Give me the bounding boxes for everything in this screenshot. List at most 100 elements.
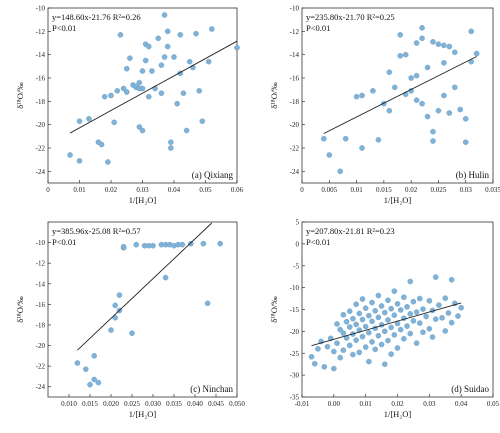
- y-tick-label: -20: [36, 342, 46, 350]
- data-point: [334, 321, 340, 327]
- x-tick-label: 0.01: [350, 186, 363, 194]
- x-tick-label: 0.03: [136, 186, 149, 194]
- data-point: [445, 310, 452, 316]
- data-point: [359, 296, 366, 302]
- panel-label: (d) Suidao: [451, 384, 489, 394]
- regression-equation: y=385.96x-25.08 R²=0.57: [52, 226, 141, 236]
- data-point: [468, 28, 474, 35]
- y-tick-label: 0: [296, 240, 300, 248]
- data-point: [430, 128, 436, 135]
- data-point: [342, 135, 349, 142]
- data-point: [362, 323, 369, 330]
- data-point: [353, 301, 359, 308]
- data-point: [394, 345, 401, 351]
- data-point: [451, 49, 458, 56]
- data-point: [426, 297, 433, 304]
- data-point: [127, 55, 133, 61]
- data-point: [370, 88, 376, 94]
- data-point: [432, 316, 439, 322]
- data-point: [158, 62, 165, 68]
- y-tick-label: -18: [36, 321, 46, 329]
- panel-suidao: -0.01 0.00 0.01 0.02 0.03 0.04 0.05 -35 -30 -25 -2…: [269, 219, 500, 420]
- data-point: [369, 339, 375, 345]
- data-point: [407, 311, 414, 317]
- p-value-label: P<0.01: [52, 237, 76, 247]
- data-point: [161, 54, 168, 60]
- data-point: [408, 75, 414, 81]
- data-point: [359, 92, 365, 99]
- data-point: [375, 332, 382, 339]
- data-point: [397, 32, 404, 38]
- data-point: [446, 110, 453, 116]
- x-tick-label: 0: [46, 186, 50, 194]
- data-point: [356, 310, 363, 317]
- data-point: [404, 304, 410, 310]
- y-tick-label: -10: [36, 239, 46, 247]
- data-point: [419, 100, 425, 107]
- data-point: [91, 353, 97, 359]
- data-point: [407, 330, 414, 337]
- y-tick-label: -16: [290, 75, 300, 83]
- data-point: [331, 348, 337, 355]
- x-tick-label: 0.010: [61, 400, 77, 408]
- data-point: [413, 340, 420, 346]
- data-point: [87, 381, 93, 388]
- data-point: [321, 364, 328, 370]
- data-point: [430, 39, 436, 45]
- data-point: [448, 319, 455, 326]
- data-point: [419, 35, 425, 42]
- data-point: [424, 113, 431, 120]
- data-point: [142, 57, 149, 64]
- x-axis-label: 1/[H₂O]: [384, 195, 412, 205]
- plot-frame: [301, 221, 494, 398]
- y-tick-label: -10: [290, 284, 300, 292]
- data-point: [410, 298, 417, 305]
- x-tick-label: 0.015: [376, 186, 392, 194]
- data-point: [324, 343, 331, 350]
- data-point: [145, 93, 152, 100]
- data-point: [321, 135, 327, 142]
- data-point: [391, 84, 398, 91]
- data-point: [441, 92, 447, 99]
- data-point: [204, 300, 211, 307]
- x-tick-label: 0.05: [199, 186, 212, 194]
- regression-line: [69, 40, 237, 134]
- data-point: [346, 342, 353, 349]
- plot-frame: [47, 221, 238, 398]
- p-value-label: P<0.01: [306, 23, 330, 33]
- data-point: [199, 118, 206, 124]
- data-point: [388, 324, 394, 331]
- p-value-label: P<0.01: [306, 237, 330, 247]
- data-point: [462, 116, 469, 122]
- x-axis-label: 1/[H₂O]: [384, 409, 412, 419]
- data-point: [346, 308, 353, 315]
- data-point: [419, 25, 425, 31]
- data-point: [86, 116, 92, 122]
- data-point: [375, 314, 382, 321]
- y-tick-label: -35: [290, 394, 300, 402]
- data-point: [315, 346, 321, 352]
- y-tick-label: -30: [290, 372, 300, 380]
- y-tick-label: -12: [36, 28, 46, 36]
- data-point: [435, 41, 442, 47]
- y-tick-label: -10: [290, 5, 300, 13]
- panel-hulin: 0 0.005 0.01 0.015 0.02 0.025 0.03 0.035 -24 -22 -…: [269, 5, 500, 206]
- x-tick-label: 0.01: [73, 186, 86, 194]
- data-point: [112, 314, 118, 321]
- x-tick-label: 0.06: [231, 186, 244, 194]
- x-tick-label: 0.02: [391, 400, 404, 408]
- panel-ninchan: 0.010 0.015 0.020 0.025 0.030 0.035 0.040 0.045…: [15, 221, 245, 419]
- data-point: [164, 28, 171, 35]
- data-point: [372, 346, 379, 353]
- data-point: [385, 317, 391, 323]
- data-point: [359, 145, 365, 151]
- data-point: [101, 93, 108, 100]
- y-tick-label: -12: [290, 28, 300, 36]
- data-point: [164, 43, 171, 50]
- data-point: [114, 88, 121, 94]
- y-tick-label: -16: [36, 75, 46, 83]
- data-point: [426, 325, 433, 332]
- panel-label: (b) Hulin: [456, 170, 490, 180]
- data-point: [168, 139, 174, 145]
